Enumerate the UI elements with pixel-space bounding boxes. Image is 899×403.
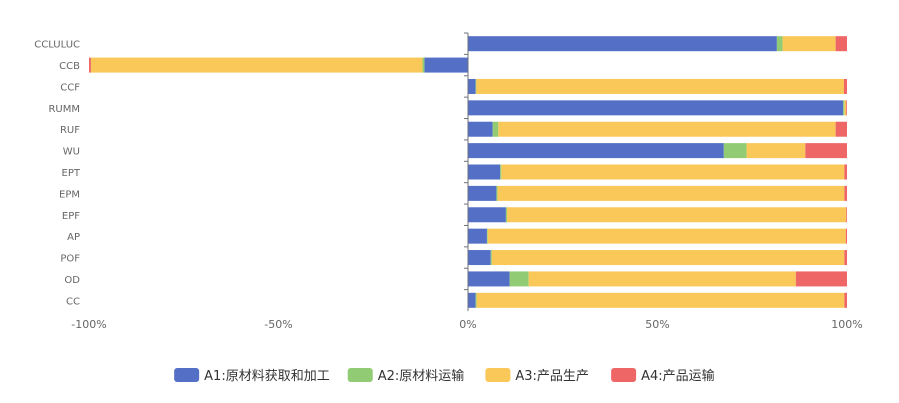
bar-ap-series-2[interactable] [486,228,488,244]
legend-swatch [174,368,200,382]
bar-ruf-series-4[interactable] [835,121,847,137]
bar-cc-series-4[interactable] [844,292,847,308]
category-label: CC [66,296,80,307]
bar-epm-series-1[interactable] [468,185,497,201]
bar-wu-series-2[interactable] [723,143,747,159]
bar-pof-series-4[interactable] [844,250,847,266]
bar-epf-series-4[interactable] [846,207,847,223]
bar-epm-series-3[interactable] [497,185,845,201]
x-tick-label: -50% [264,318,292,331]
category-label: RUF [60,125,80,136]
bar-od-series-3[interactable] [528,271,796,287]
bar-ept-series-4[interactable] [844,164,847,180]
bar-cc-series-3[interactable] [476,292,845,308]
x-tick-label: 50% [645,318,669,331]
bar-ccluluc-series-2[interactable] [776,36,783,52]
bar-od-series-2[interactable] [509,271,529,287]
bar-wu-series-3[interactable] [746,143,806,159]
category-label: EPF [62,211,80,222]
x-tick-label: 100% [831,318,862,331]
category-label: CCLULUC [34,40,80,51]
x-tick-label: 0% [459,318,476,331]
bar-cc-series-1[interactable] [468,292,476,308]
bars-layer [89,36,847,308]
bar-epm-series-4[interactable] [844,185,847,201]
bar-ept-series-3[interactable] [501,164,845,180]
legend-swatch [347,368,373,382]
category-label: WU [63,147,80,158]
bar-ccb-series-1[interactable] [424,57,468,73]
bar-ruf-series-3[interactable] [498,121,836,137]
bar-od-series-1[interactable] [468,271,510,287]
legend-label: A1:原材料获取和加工 [204,369,330,384]
legend-label: A2:原材料运输 [378,368,465,384]
bar-ccb-series-2[interactable] [422,57,425,73]
bar-od-series-4[interactable] [795,271,847,287]
bar-ap-series-3[interactable] [487,228,846,244]
legend-label: A4:产品运输 [641,368,715,384]
legend-swatch [611,368,637,382]
bar-ccf-series-4[interactable] [843,78,847,94]
category-label: AP [67,232,80,243]
bar-epf-series-1[interactable] [468,207,506,223]
category-label: EPM [59,189,80,200]
axis-layer: CCLULUC CCB CCF RUMM RUF WU EPT EPM EPF AP POF OD CC… [34,32,863,331]
bar-pof-series-2[interactable] [490,250,492,266]
bar-ruf-series-2[interactable] [492,121,499,137]
category-label: CCF [60,82,80,93]
legend[interactable]: A1:原材料获取和加工 A2:原材料运输 A3:产品生产 A4:产品运输 [174,368,715,384]
bar-ept-series-1[interactable] [468,164,501,180]
legend-swatch [485,368,511,382]
legend-item-series-3[interactable]: A3:产品生产 [485,368,589,384]
legend-item-series-4[interactable]: A4:产品运输 [611,368,715,384]
legend-item-series-1[interactable]: A1:原材料获取和加工 [174,368,330,384]
bar-pof-series-1[interactable] [468,250,491,266]
bar-ap-series-4[interactable] [845,228,847,244]
category-label: CCB [59,61,80,72]
x-tick-label: -100% [71,318,106,331]
bar-rumm-series-4[interactable] [846,100,847,116]
bar-ccf-series-3[interactable] [476,78,844,94]
bar-ccf-series-2[interactable] [475,78,477,94]
legend-item-series-2[interactable]: A2:原材料运输 [347,368,465,384]
category-label: EPT [62,168,81,179]
bar-wu-series-1[interactable] [468,143,724,159]
bar-rumm-series-1[interactable] [468,100,844,116]
bar-epm-series-2[interactable] [496,185,498,201]
legend-label: A3:产品生产 [515,369,589,384]
bar-rumm-series-3[interactable] [844,100,847,116]
bar-ccb-series-3[interactable] [90,57,423,73]
bar-wu-series-4[interactable] [805,143,847,159]
bar-pof-series-3[interactable] [491,250,845,266]
category-label: OD [64,275,80,286]
bar-ccb-series-4[interactable] [89,57,91,73]
bar-cc-series-2[interactable] [475,292,477,308]
bar-ccluluc-series-1[interactable] [468,36,777,52]
bar-epf-series-2[interactable] [505,207,508,223]
category-label: POF [60,254,80,265]
bar-ap-series-1[interactable] [468,228,487,244]
bar-ccluluc-series-3[interactable] [782,36,836,52]
bar-epf-series-3[interactable] [507,207,847,223]
category-label: RUMM [48,104,80,115]
bar-rumm-series-2[interactable] [843,100,845,116]
bar-ccf-series-1[interactable] [468,78,476,94]
bar-ept-series-2[interactable] [500,164,502,180]
bar-ruf-series-1[interactable] [468,121,493,137]
bar-ccluluc-series-4[interactable] [835,36,847,52]
